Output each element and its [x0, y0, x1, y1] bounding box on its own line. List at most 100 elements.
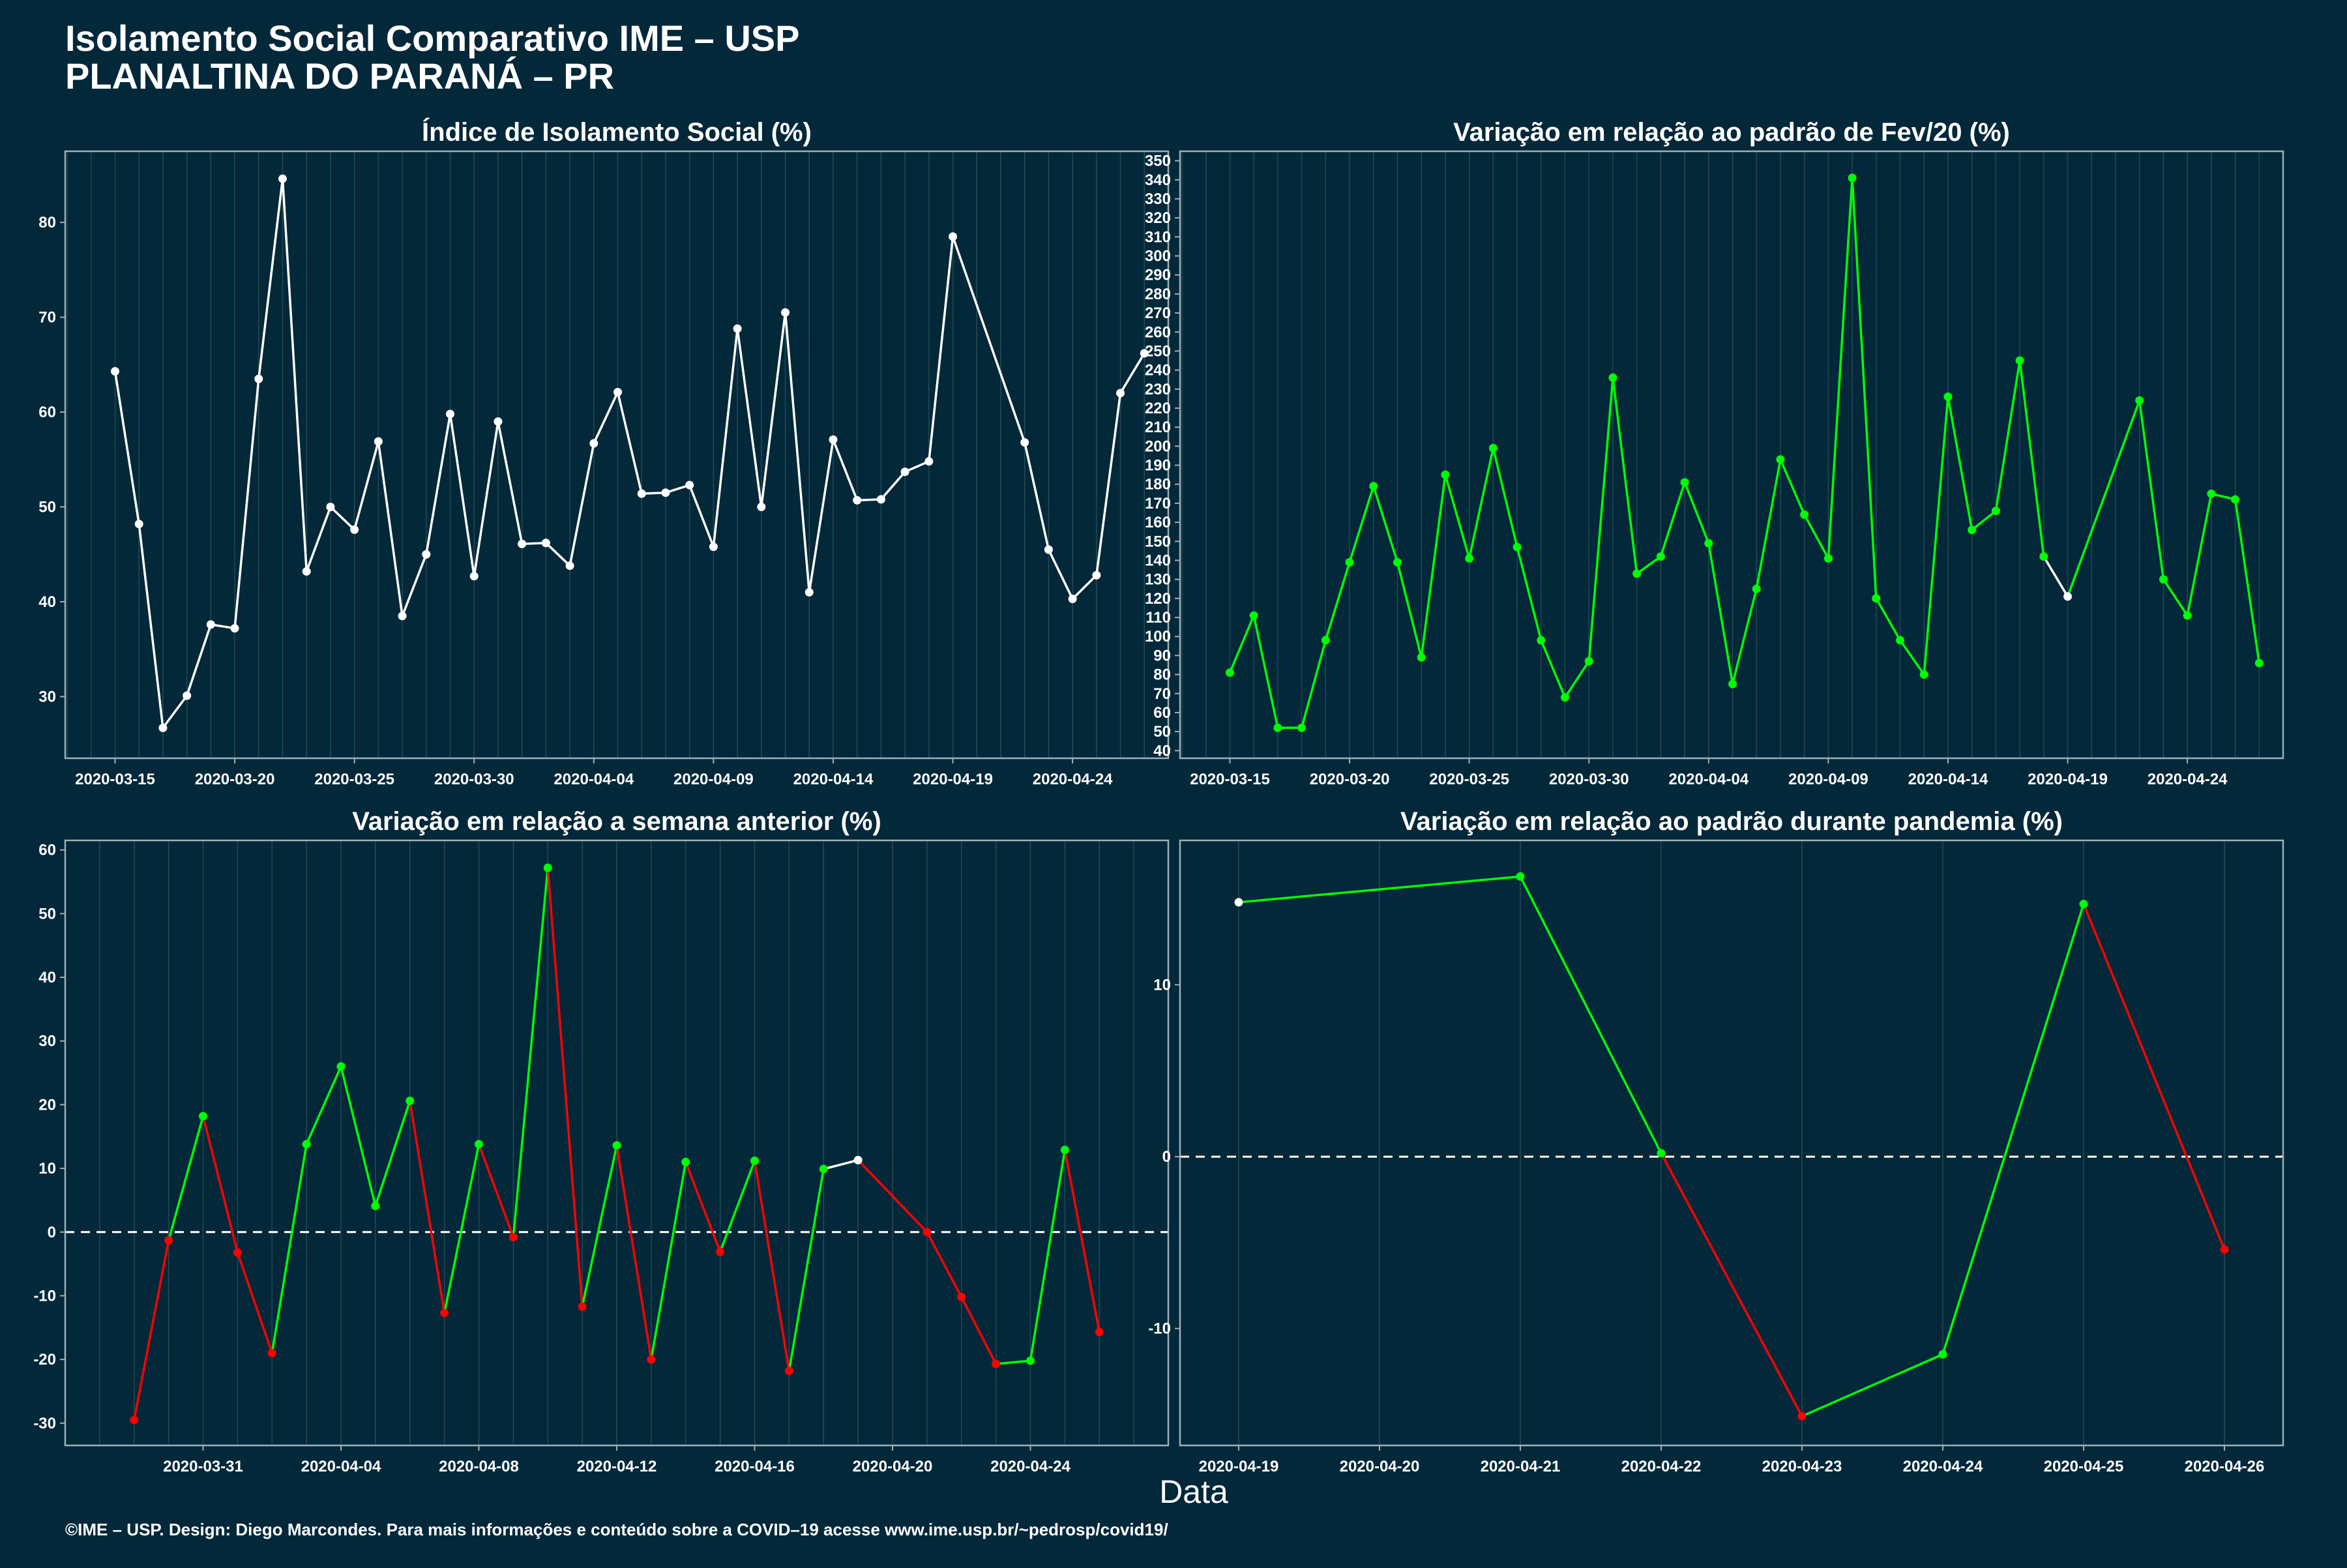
series-segment	[1228, 614, 1255, 674]
series-segment	[1612, 376, 1638, 575]
y-tick-label: -20	[33, 1351, 56, 1368]
x-tick-label: 2020-04-09	[673, 771, 754, 788]
x-tick-label: 2020-04-24	[2148, 771, 2228, 788]
y-tick-label: 10	[1153, 976, 1171, 994]
y-tick-label: 140	[1145, 552, 1171, 569]
y-tick-label: 340	[1145, 171, 1171, 189]
series-segment	[879, 470, 906, 501]
series-segment	[1063, 1148, 1100, 1333]
y-tick-label: 200	[1145, 437, 1171, 455]
series-segment	[1023, 441, 1050, 551]
series-segment	[305, 505, 332, 573]
series-segment	[928, 235, 954, 463]
y-tick-label: 90	[1153, 647, 1171, 664]
data-point	[158, 723, 168, 732]
series-segment	[258, 177, 284, 380]
data-point	[1561, 693, 1570, 702]
y-tick-label: 310	[1145, 228, 1171, 246]
data-point	[1465, 554, 1474, 563]
series-segment	[650, 1161, 687, 1361]
data-point	[1728, 679, 1737, 688]
series-segment	[712, 327, 739, 548]
series-segment	[593, 391, 619, 445]
data-point	[518, 539, 527, 548]
data-point	[1513, 542, 1522, 552]
y-tick-label: 270	[1145, 304, 1171, 322]
data-point	[637, 489, 646, 498]
data-point	[949, 232, 958, 241]
data-point	[110, 366, 119, 376]
data-point	[509, 1233, 518, 1242]
data-point	[1060, 1146, 1069, 1155]
series-segment	[443, 1143, 480, 1314]
series-segment	[1801, 1353, 1944, 1417]
data-point	[2207, 489, 2216, 498]
data-point	[326, 503, 335, 512]
data-point	[230, 624, 239, 633]
x-tick-label: 2020-03-30	[434, 771, 514, 788]
data-point	[1020, 438, 1029, 447]
x-tick-label: 2020-04-25	[2044, 1458, 2124, 1475]
series-segment	[832, 438, 859, 502]
data-point	[1657, 1149, 1666, 1158]
y-tick-label: 130	[1145, 571, 1171, 589]
y-tick-label: 60	[38, 404, 56, 421]
data-point	[612, 1141, 621, 1150]
y-tick-label: 20	[38, 1096, 56, 1114]
series-segment	[994, 1359, 1032, 1365]
x-tick-label: 2020-03-15	[1190, 771, 1270, 788]
x-tick-label: 2020-03-20	[195, 771, 275, 788]
series-segment	[401, 553, 428, 617]
data-point	[1608, 373, 1617, 382]
series-segment	[1803, 513, 1830, 560]
series-segment	[1659, 481, 1686, 558]
y-tick-label: 80	[1153, 666, 1171, 684]
series-segment	[449, 413, 475, 578]
series-segment	[1540, 639, 1567, 699]
series-segment	[201, 1115, 239, 1254]
series-segment	[340, 1065, 377, 1207]
data-point	[1297, 723, 1306, 732]
data-point	[661, 488, 670, 497]
series-segment	[113, 370, 140, 525]
data-point	[750, 1156, 759, 1165]
x-tick-label: 2020-03-31	[163, 1458, 243, 1475]
y-tick-label: 180	[1145, 476, 1171, 494]
data-point	[350, 525, 359, 534]
data-point	[565, 561, 574, 570]
series-segment	[760, 311, 787, 509]
series-segment	[305, 1065, 342, 1146]
data-point	[1752, 584, 1761, 593]
main-title-line1: Isolamento Social Comparativo IME – USP	[65, 18, 800, 59]
series-segment	[1923, 395, 1949, 676]
series-segment	[788, 1168, 825, 1372]
series-segment	[960, 1295, 997, 1365]
data-point	[1848, 173, 1857, 183]
series-segment	[688, 484, 715, 548]
series-segment	[1563, 660, 1590, 699]
data-point	[685, 481, 694, 490]
series-segment	[1516, 546, 1543, 642]
y-tick-label: 300	[1145, 248, 1171, 265]
data-point	[1249, 611, 1258, 620]
series-segment	[1119, 352, 1146, 394]
series-segment	[926, 1231, 963, 1299]
data-point	[164, 1235, 173, 1245]
data-point	[422, 550, 431, 559]
series-segment	[1707, 542, 1734, 685]
data-point	[647, 1355, 656, 1364]
series-segment	[1660, 1152, 1803, 1417]
x-tick-label: 2020-04-09	[1788, 771, 1868, 788]
series-segment	[329, 505, 356, 531]
y-tick-label: 220	[1145, 400, 1171, 417]
data-point	[1345, 557, 1354, 567]
data-point	[543, 863, 552, 872]
data-point	[578, 1302, 587, 1311]
series-segment	[1348, 484, 1375, 564]
x-tick-label: 2020-04-14	[1908, 771, 1988, 788]
y-tick-label: -30	[33, 1415, 56, 1432]
x-tick-label: 2020-04-20	[853, 1458, 933, 1475]
series-segment	[374, 1099, 411, 1207]
series-segment	[281, 177, 308, 573]
y-tick-label: -10	[33, 1287, 56, 1305]
